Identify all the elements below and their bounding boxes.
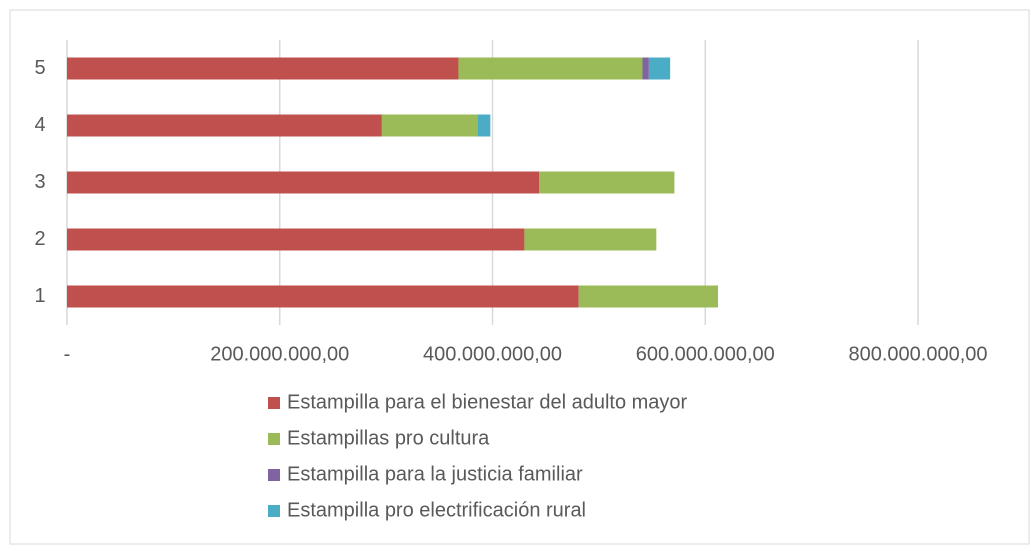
bar-segment xyxy=(381,114,478,137)
bar-segment xyxy=(524,228,657,251)
x-tick-label: 800.000.000,00 xyxy=(848,343,987,365)
legend-label: Estampilla para la justicia familiar xyxy=(287,463,583,485)
bar-segment xyxy=(578,285,719,308)
y-tick-label: 3 xyxy=(34,171,45,193)
bar-segment xyxy=(642,57,649,80)
y-tick-label: 2 xyxy=(34,228,45,250)
bar-segment xyxy=(67,285,579,308)
legend-marker xyxy=(268,433,280,445)
x-tick-label: 200.000.000,00 xyxy=(210,343,349,365)
x-tick-label: - xyxy=(64,343,71,365)
legend-label: Estampilla pro electrificación rural xyxy=(287,499,586,521)
y-tick-label: 1 xyxy=(34,285,45,307)
legend-marker xyxy=(268,397,280,409)
legend-label: Estampillas pro cultura xyxy=(287,427,490,449)
x-tick-label: 600.000.000,00 xyxy=(636,343,775,365)
legend-label: Estampilla para el bienestar del adulto … xyxy=(287,391,688,413)
bar-segment xyxy=(477,114,491,137)
x-tick-label: 400.000.000,00 xyxy=(423,343,562,365)
y-tick-label: 5 xyxy=(34,57,45,79)
bar-segment xyxy=(648,57,671,80)
bar-segment xyxy=(67,228,525,251)
bar-segment xyxy=(539,171,675,194)
legend-marker xyxy=(268,505,280,517)
chart-border xyxy=(9,9,1030,545)
y-tick-label: 4 xyxy=(34,114,45,136)
bar-segment xyxy=(67,171,540,194)
legend-marker xyxy=(268,469,280,481)
bar-segment xyxy=(67,57,459,80)
bar-segment xyxy=(458,57,643,80)
bar-segment xyxy=(67,114,382,137)
